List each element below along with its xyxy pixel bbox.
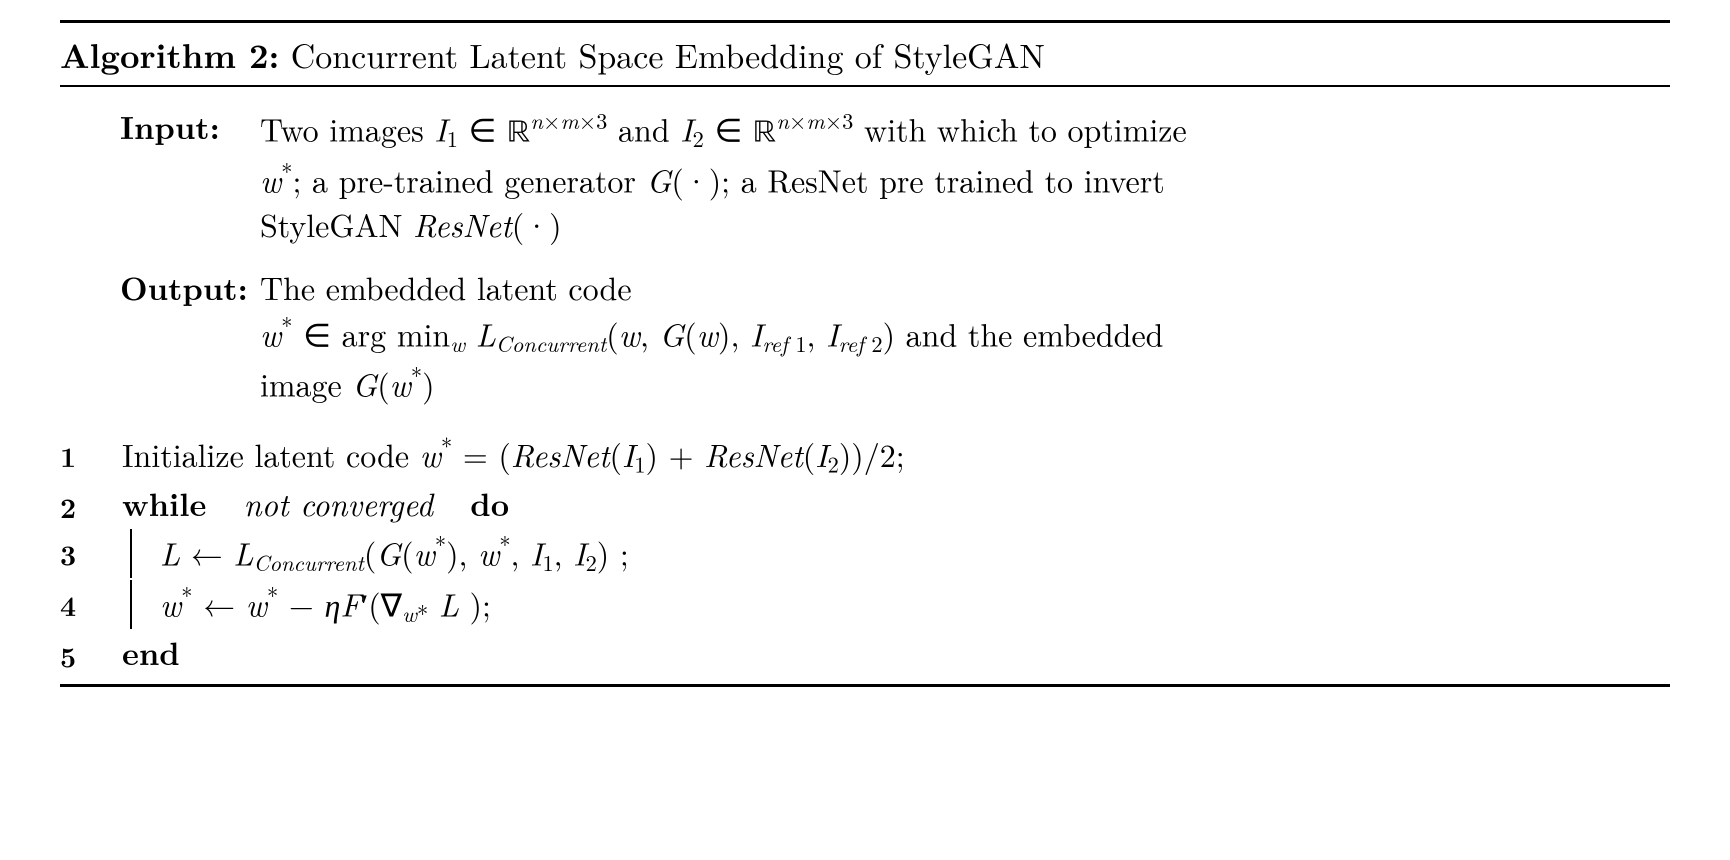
input-text: Two images I1 ∈ ℝn×m×3 and I2 ∈ ℝn×m×3 w…	[260, 105, 1670, 248]
keyword-while: while	[122, 481, 206, 526]
input-line-2: w*; a pre-trained generator G(·); a ResN…	[260, 156, 1670, 203]
keyword-end: end	[122, 630, 180, 675]
title-rule	[60, 85, 1670, 87]
code-line-5: end	[60, 631, 1670, 676]
input-row: Input: Two images I1 ∈ ℝn×m×3 and I2 ∈ ℝ…	[120, 105, 1670, 248]
code-line-1: Initialize latent code w* = (ResNet(I1) …	[60, 431, 1670, 480]
algorithm-body: Initialize latent code w* = (ResNet(I1) …	[60, 431, 1670, 676]
output-label: Output:	[120, 266, 260, 311]
algorithm-number: Algorithm 2:	[60, 30, 279, 79]
input-line-3: StyleGAN ResNet(·)	[260, 203, 1670, 248]
algorithm-block: Algorithm 2: Concurrent Latent Space Emb…	[0, 0, 1730, 860]
code-line-3: L ← LConcurrent(G(w*), w*, I1, I2) ;	[60, 529, 1670, 578]
code-text-1: Initialize latent code w* = (ResNet(I1) …	[122, 432, 905, 477]
io-section: Input: Two images I1 ∈ ℝn×m×3 and I2 ∈ ℝ…	[60, 105, 1670, 407]
code-line-2: while not converged do	[60, 482, 1670, 527]
output-text: The embedded latent code w* ∈ arg minw L…	[260, 266, 1670, 407]
input-line-1: Two images I1 ∈ ℝn×m×3 and I2 ∈ ℝn×m×3 w…	[260, 105, 1670, 156]
while-body-line-1: L ← LConcurrent(G(w*), w*, I1, I2) ;	[130, 529, 629, 578]
output-line-1: The embedded latent code	[260, 266, 1670, 311]
while-condition: not converged	[244, 481, 433, 526]
bottom-rule	[60, 684, 1670, 687]
algorithm-caption: Concurrent Latent Space Embedding of Sty…	[291, 30, 1045, 78]
output-line-3: image G(w*)	[260, 360, 1670, 407]
code-line-4: w* ← w* − ηF′(∇w* L );	[60, 580, 1670, 629]
output-row: Output: The embedded latent code w* ∈ ar…	[120, 266, 1670, 407]
input-label: Input:	[120, 105, 260, 150]
while-body-line-2: w* ← w* − ηF′(∇w* L );	[130, 580, 491, 629]
output-line-2: w* ∈ arg minw LConcurrent(w, G(w), Iref …	[260, 310, 1670, 359]
algorithm-title: Algorithm 2: Concurrent Latent Space Emb…	[60, 23, 1670, 85]
keyword-do: do	[470, 481, 509, 526]
